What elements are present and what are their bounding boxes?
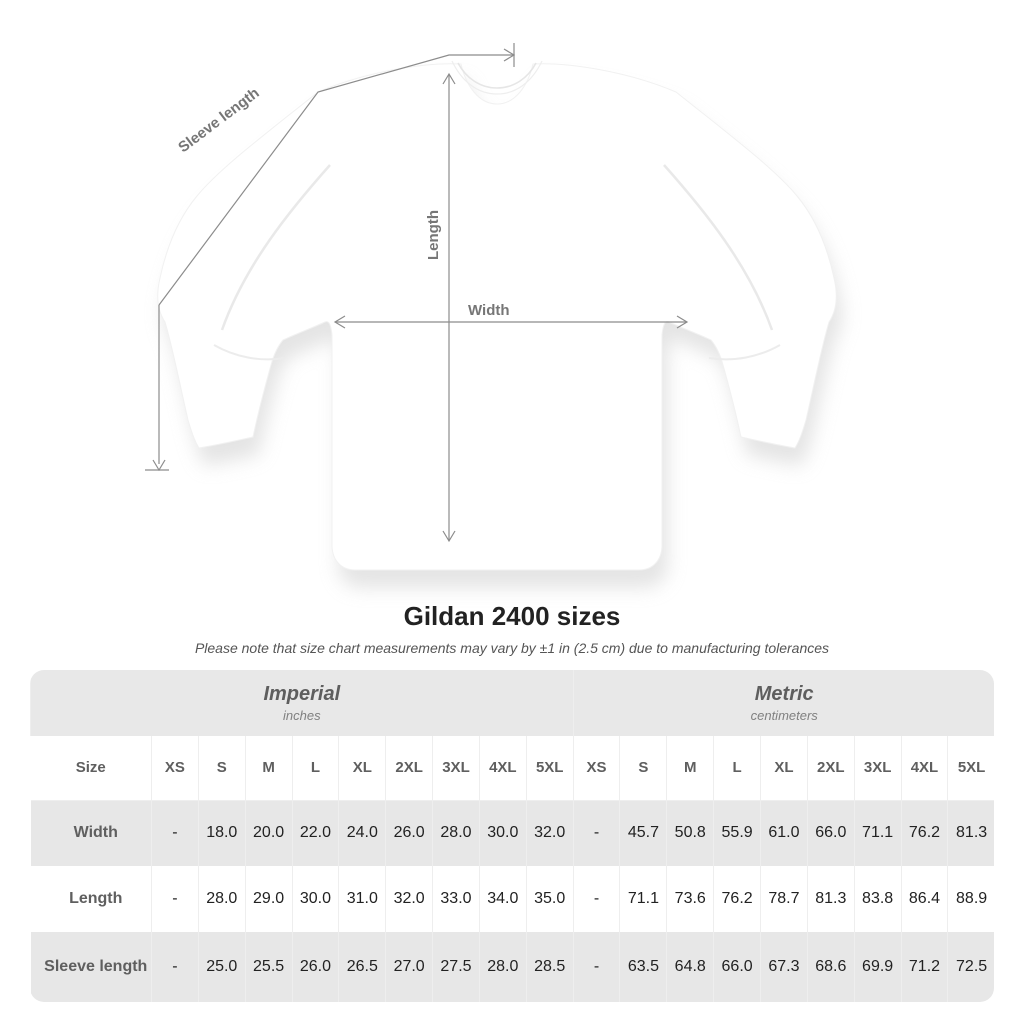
- svg-text:Length: Length: [425, 210, 442, 260]
- svg-text:Width: Width: [468, 302, 510, 319]
- svg-text:Sleeve length: Sleeve length: [175, 84, 262, 156]
